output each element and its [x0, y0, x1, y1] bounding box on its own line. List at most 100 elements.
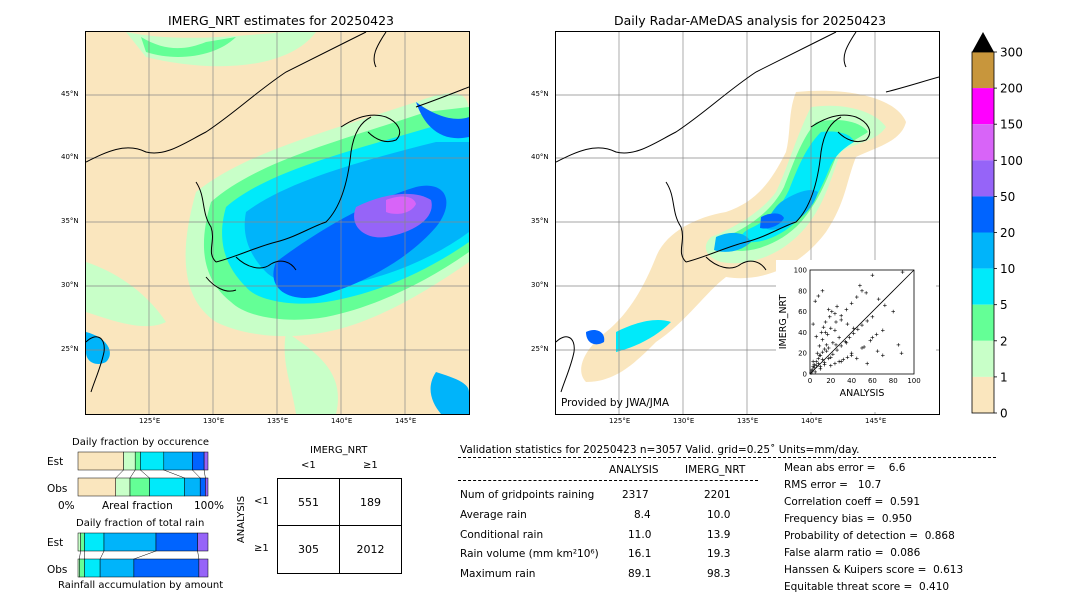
right-map [555, 31, 940, 415]
colorbar-segment [972, 88, 994, 125]
left-lat-label-30: 30°N [61, 281, 79, 289]
stat-label: Num of gridpoints raining [460, 489, 595, 501]
scatter-point [834, 343, 838, 347]
scatter-point [812, 362, 816, 367]
colorbar-label: 50 [1000, 190, 1015, 204]
scatter-plot: 0 20 40 60 80 100 0 20 40 60 80 100 ANALYSIS IMERG_NR… [778, 267, 921, 400]
scatter-point [825, 332, 830, 337]
scatter-y-tick: 60 [798, 308, 807, 316]
colorbar-label: 10 [1000, 262, 1015, 276]
totalrain-bar-segment [77, 532, 81, 552]
occurence-bar-segment [205, 477, 209, 497]
scatter-point [811, 359, 815, 364]
left-lon-label-140: 140°E [331, 417, 353, 425]
right-lon-label-130: 130°E [673, 417, 695, 425]
scatter-point [851, 331, 856, 336]
totalrain-obs-label: Obs [47, 564, 68, 576]
scatter-ylabel: IMERG_NRT [778, 295, 789, 350]
scatter-point [818, 364, 823, 369]
occurence-bar-segment [184, 477, 201, 497]
scatter-point [860, 346, 864, 350]
score: Probability of detection = 0.868 [784, 530, 955, 542]
right-lat-label-25: 25°N [531, 345, 549, 353]
totalrain-bar-segment [80, 532, 85, 552]
scatter-point [811, 322, 815, 326]
contingency-row-axis: ANALYSIS [236, 495, 248, 544]
occurence-bar-segment [199, 477, 206, 497]
left-map-title: IMERG_NRT estimates for 20250423 [168, 13, 395, 28]
left-lon-label-135: 135°E [267, 417, 289, 425]
stat-analysis: 16.1 [628, 548, 652, 560]
scatter-y-tick: 20 [798, 350, 807, 358]
left-lon-label-145: 145°E [395, 417, 417, 425]
contingency-cell: 551 [277, 478, 340, 526]
scatter-point [829, 363, 833, 368]
left-lat-label-35: 35°N [61, 217, 79, 225]
occurence-xlabel: Areal fraction [102, 500, 173, 512]
scatter-point [837, 335, 841, 340]
right-lon-label-140: 140°E [801, 417, 823, 425]
scatter-point [864, 291, 868, 295]
scatter-point [829, 326, 833, 331]
scatter-point [845, 322, 850, 326]
occurence-bar-connector [129, 469, 136, 479]
occurence-bar-segment [140, 451, 165, 471]
colorbar-label: 2 [1000, 334, 1008, 348]
occurence-bar-segment [163, 451, 193, 471]
occurence-bar-connector [115, 469, 124, 479]
left-lat-label-40: 40°N [61, 153, 79, 161]
occurence-bar-connector [140, 469, 150, 479]
right-lon-label-125: 125°E [609, 417, 631, 425]
colorbar-label: 20 [1000, 226, 1015, 240]
scatter-point [843, 339, 848, 344]
scatter-point [826, 307, 831, 312]
scatter-point [816, 356, 821, 361]
totalrain-bar-segment [198, 558, 209, 578]
validation-divider [458, 480, 758, 481]
scatter-point [810, 368, 814, 372]
right-lat-label-45: 45°N [531, 90, 549, 98]
scatter-point [865, 319, 869, 323]
scatter-point [815, 351, 820, 355]
scatter-point [814, 363, 819, 368]
scatter-point [839, 318, 843, 322]
score: Equitable threat score = 0.410 [784, 581, 950, 593]
occurence-bar-segment [123, 451, 136, 471]
colorbar-label: 1 [1000, 370, 1008, 384]
colorbar-label: 5 [1000, 298, 1008, 312]
scatter-point [899, 351, 904, 355]
stat-analysis: 89.1 [628, 568, 652, 580]
scatter-point [865, 361, 869, 366]
scatter-point [862, 345, 866, 349]
scatter-point [823, 330, 828, 335]
scatter-point [817, 344, 822, 348]
left-lat-label-45: 45°N [61, 90, 79, 98]
scatter-point [830, 309, 834, 314]
scatter-point [883, 303, 887, 308]
scatter-point [819, 330, 824, 335]
colorbar-segment [972, 196, 994, 233]
scatter-x-tick: 60 [868, 377, 877, 385]
occurence-bar-segment [115, 477, 131, 497]
scatter-point [835, 304, 839, 309]
stat-imerg: 19.3 [707, 548, 731, 560]
scatter-point [875, 349, 880, 353]
scatter-point [881, 353, 885, 358]
occurence-bar-segment [192, 451, 205, 471]
scatter-point [822, 347, 827, 351]
scatter-point [833, 361, 837, 366]
right-lat-label-30: 30°N [531, 281, 549, 289]
scatter-point [822, 360, 827, 365]
scatter-point [858, 283, 862, 288]
occurence-obs-label: Obs [47, 483, 68, 495]
scatter-point [900, 270, 905, 274]
scatter-x-tick: 40 [847, 377, 856, 385]
totalrain-bars [77, 532, 209, 578]
scatter-point [823, 320, 828, 324]
scatter-point [820, 350, 825, 354]
scatter-point [813, 370, 817, 374]
scatter-point [820, 337, 825, 342]
occurence-bar-segment [129, 477, 150, 497]
stat-label: Conditional rain [460, 529, 544, 541]
colorbar-segment [972, 52, 994, 89]
